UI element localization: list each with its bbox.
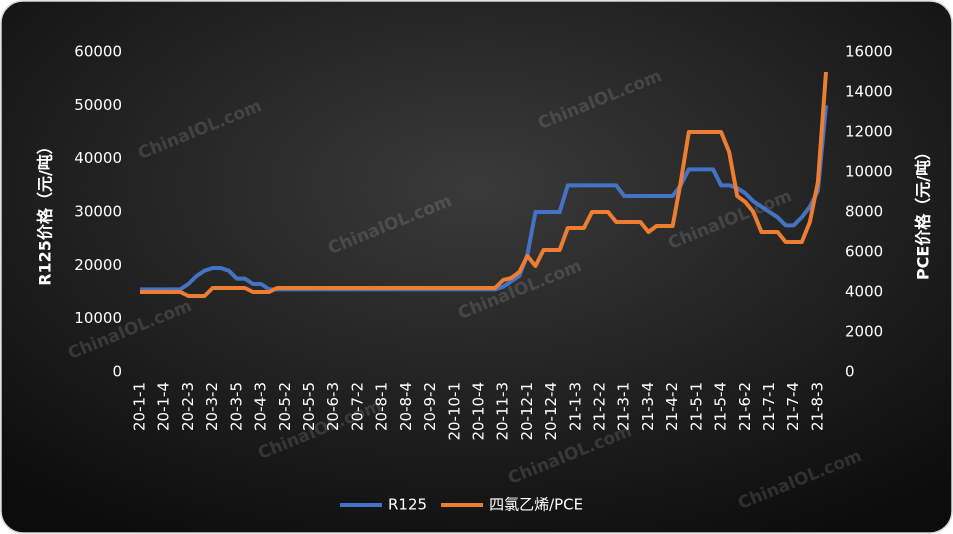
x-tick-label: 21-8-3 xyxy=(808,382,826,431)
legend-label: 四氯乙烯/PCE xyxy=(489,496,583,514)
x-tick-label: 20-3-2 xyxy=(203,382,221,431)
x-tick-label: 21-3-1 xyxy=(615,382,633,431)
y2-tick-label: 0 xyxy=(845,363,855,381)
x-tick-label: 20-5-5 xyxy=(300,382,318,431)
x-tick-label: 21-1-3 xyxy=(566,382,584,431)
y2-tick-label: 4000 xyxy=(845,283,883,301)
x-tick-label: 20-8-1 xyxy=(373,382,391,431)
x-tick-label: 20-12-1 xyxy=(518,382,536,441)
x-tick-label: 20-10-4 xyxy=(469,382,487,441)
y-tick-label: 30000 xyxy=(74,203,122,221)
x-tick-label: 21-4-2 xyxy=(663,382,681,431)
y2-tick-label: 14000 xyxy=(845,83,893,101)
y-tick-label: 50000 xyxy=(74,96,122,114)
x-tick-label: 20-10-1 xyxy=(445,382,463,441)
legend-label: R125 xyxy=(388,496,427,514)
x-tick-label: 20-8-4 xyxy=(397,382,415,431)
y2-tick-label: 8000 xyxy=(845,203,883,221)
y-tick-label: 20000 xyxy=(74,256,122,274)
x-tick-label: 21-7-4 xyxy=(784,382,802,431)
x-tick-label: 20-3-5 xyxy=(227,382,245,431)
x-tick-label: 21-6-2 xyxy=(736,382,754,431)
y2-tick-label: 2000 xyxy=(845,323,883,341)
y2-tick-label: 6000 xyxy=(845,243,883,261)
x-tick-label: 21-3-4 xyxy=(639,382,657,431)
x-tick-label: 21-7-1 xyxy=(760,382,778,431)
x-tick-label: 21-5-1 xyxy=(687,382,705,431)
x-tick-label: 20-12-4 xyxy=(542,382,560,441)
series-line xyxy=(140,71,828,298)
y-tick-label: 10000 xyxy=(74,309,122,327)
y2-tick-label: 16000 xyxy=(845,43,893,61)
x-tick-label: 20-11-3 xyxy=(494,382,512,441)
x-tick-label: 21-2-2 xyxy=(591,382,609,431)
x-tick-label: 20-5-2 xyxy=(276,382,294,431)
y2-axis-title: PCE价格（元/吨） xyxy=(914,144,933,280)
x-tick-label: 20-1-4 xyxy=(155,382,173,431)
x-tick-label: 20-6-3 xyxy=(324,382,342,431)
y-axis-title: R125价格（元/吨） xyxy=(36,138,55,286)
y2-tick-label: 12000 xyxy=(845,123,893,141)
y-tick-label: 0 xyxy=(112,363,122,381)
x-tick-label: 21-5-4 xyxy=(712,382,730,431)
y2-tick-label: 10000 xyxy=(845,163,893,181)
x-tick-label: 20-1-1 xyxy=(131,382,149,431)
x-tick-label: 20-4-3 xyxy=(252,382,270,431)
y-tick-label: 60000 xyxy=(74,43,122,61)
x-tick-label: 20-2-3 xyxy=(179,382,197,431)
x-tick-label: 20-7-2 xyxy=(348,382,366,431)
y-tick-label: 40000 xyxy=(74,149,122,167)
x-tick-label: 20-9-2 xyxy=(421,382,439,431)
